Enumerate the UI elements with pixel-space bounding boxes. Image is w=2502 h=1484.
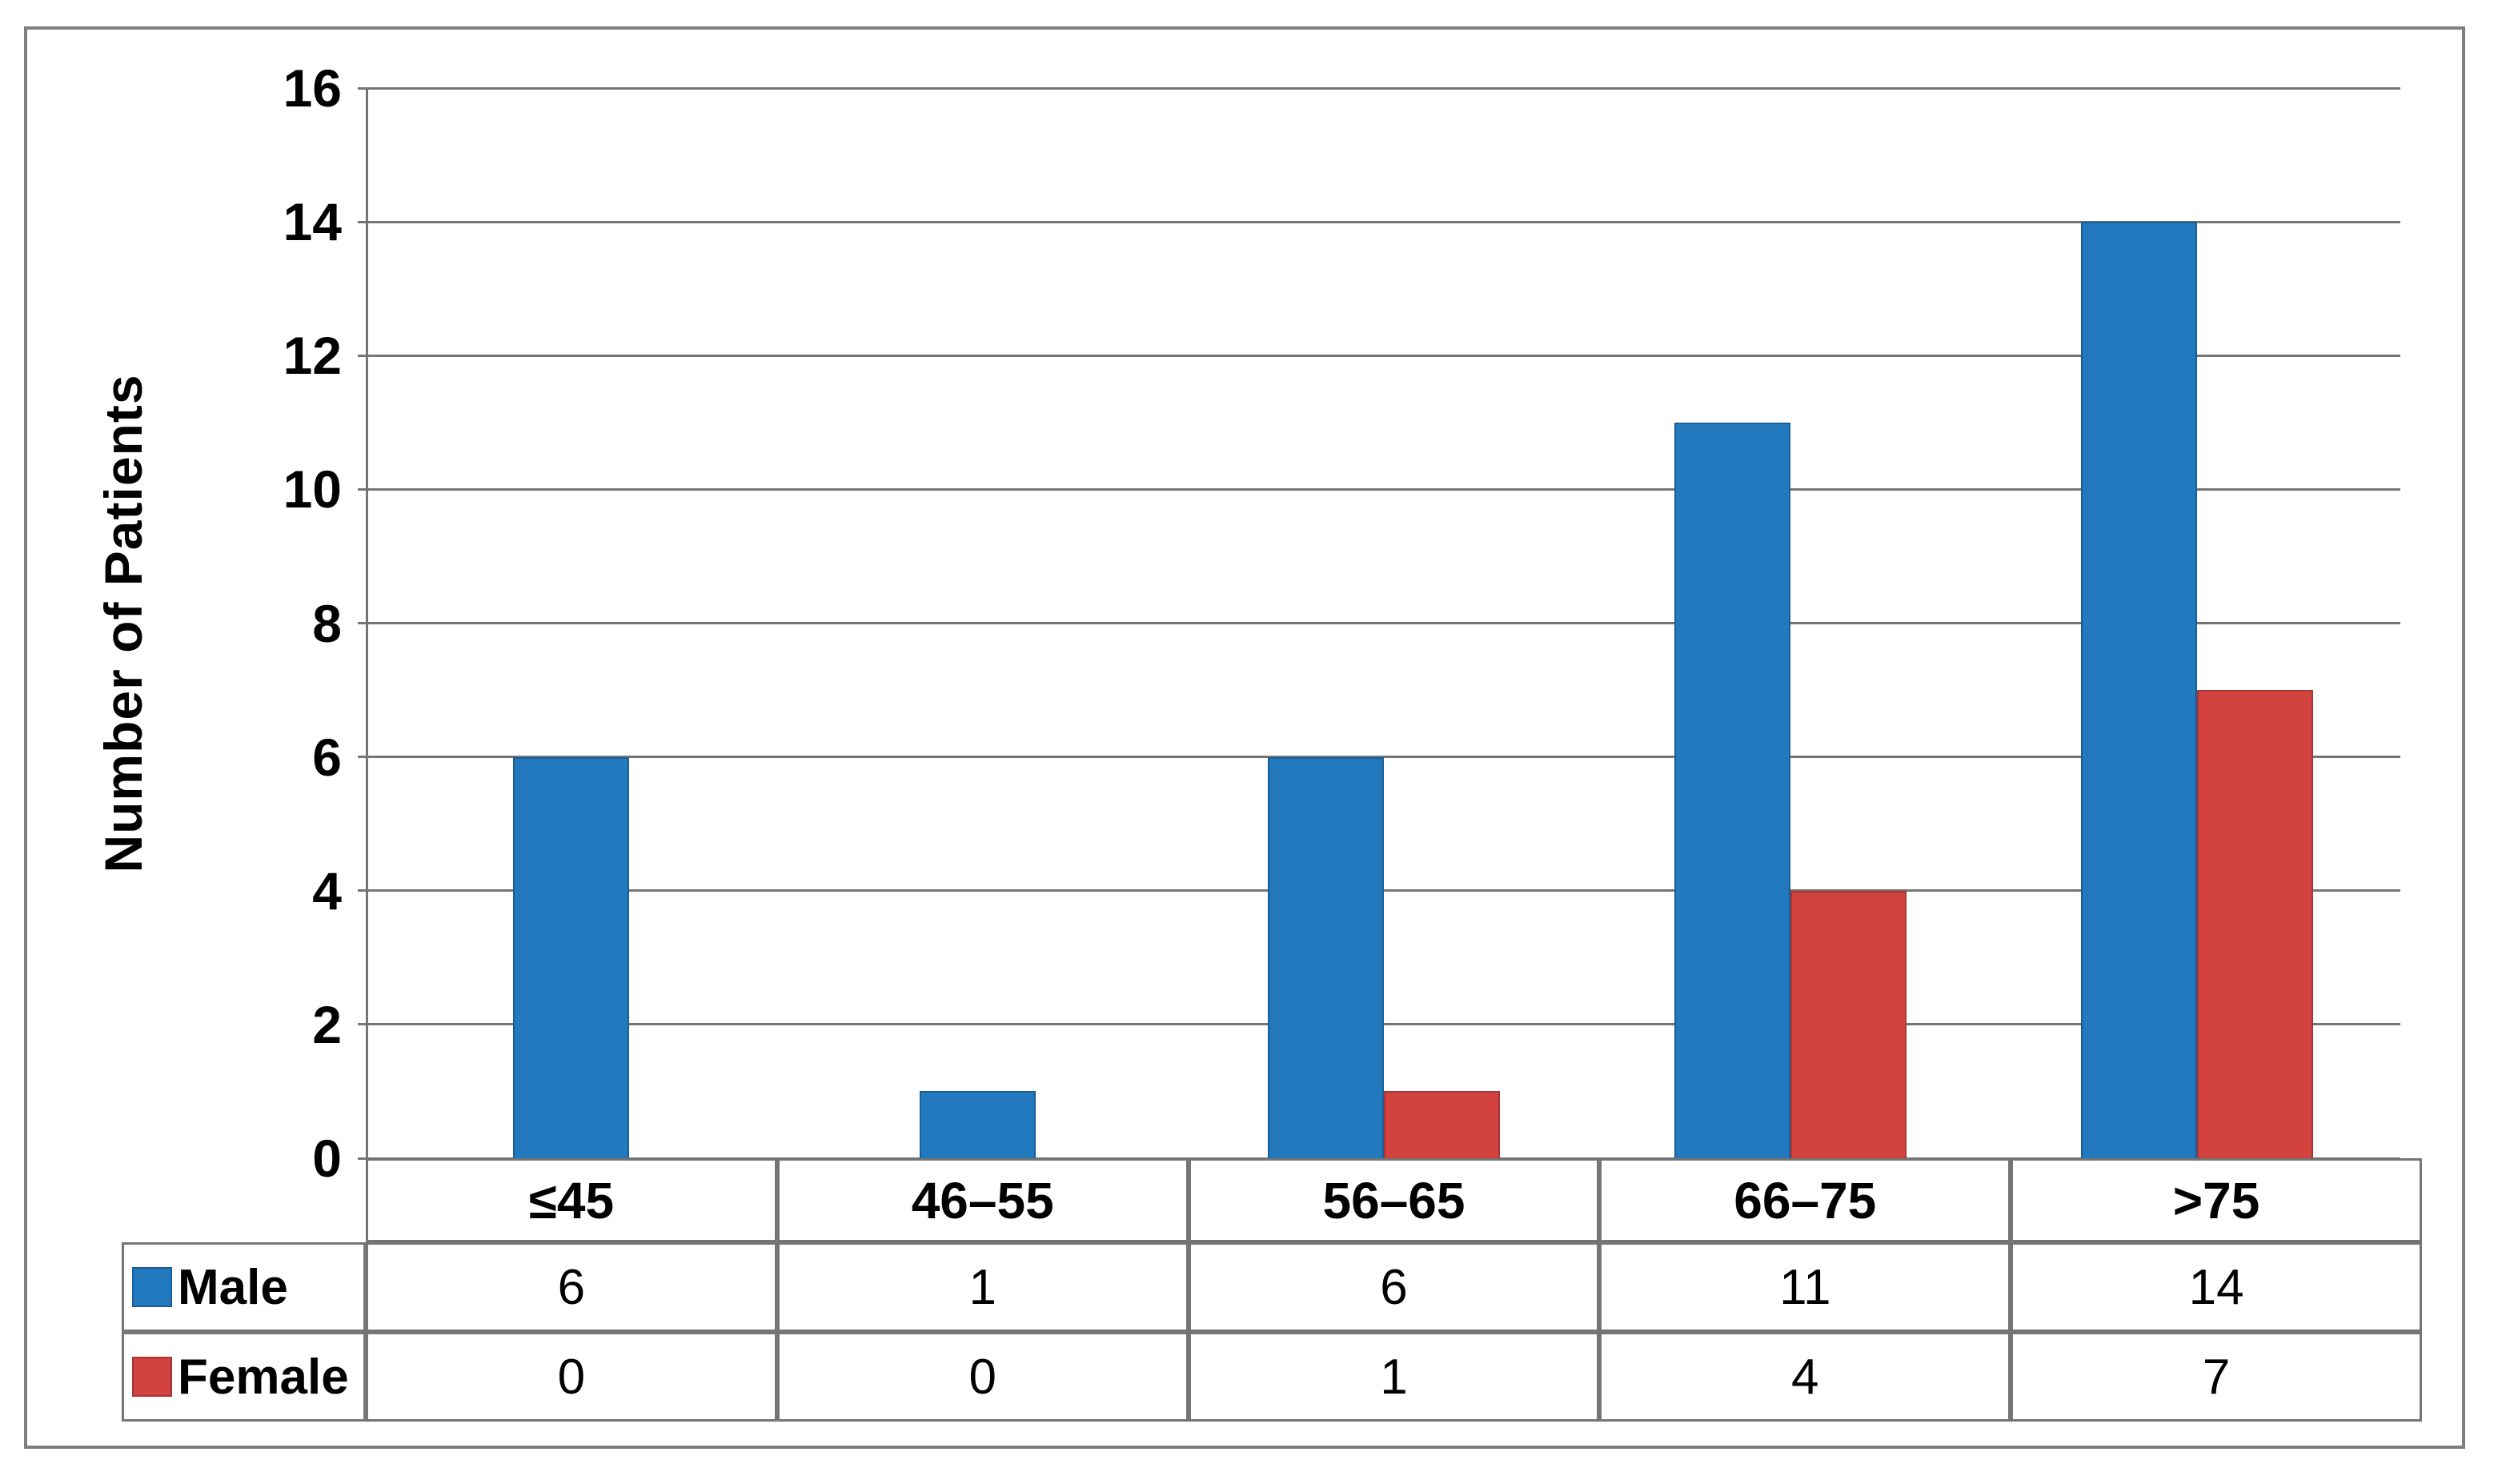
value-cell-female-0: 0 bbox=[366, 1332, 777, 1422]
legend-label-female: Female bbox=[178, 1349, 349, 1405]
plot-area bbox=[358, 86, 2400, 1160]
bar-groups-layer bbox=[368, 88, 2400, 1158]
value-cell-female-1: 0 bbox=[776, 1332, 1189, 1422]
bar-male-2 bbox=[1268, 756, 1385, 1158]
gridline-y-10 bbox=[358, 487, 2400, 491]
bar-male-1 bbox=[920, 1091, 1036, 1158]
gridline-y-8 bbox=[358, 622, 2400, 624]
bar-group-1 bbox=[775, 88, 1181, 1158]
value-cell-female-3: 4 bbox=[1599, 1332, 2011, 1422]
bar-male-4 bbox=[2081, 222, 2198, 1158]
category-header-cell-4: >75 bbox=[2011, 1158, 2422, 1242]
legend-cell-male: Male bbox=[122, 1242, 366, 1332]
value-cell-male-1: 1 bbox=[776, 1242, 1189, 1332]
bar-group-2 bbox=[1181, 88, 1588, 1158]
y-tick-label-14: 14 bbox=[283, 192, 342, 252]
bar-group-3 bbox=[1587, 88, 1994, 1158]
category-header-cell-0: ≤45 bbox=[366, 1158, 777, 1242]
bar-male-3 bbox=[1674, 422, 1791, 1158]
legend-label-male: Male bbox=[178, 1259, 288, 1315]
legend-swatch-female bbox=[132, 1357, 172, 1397]
y-tick-label-16: 16 bbox=[283, 58, 342, 118]
value-cell-male-2: 6 bbox=[1188, 1242, 1600, 1332]
value-cell-male-4: 14 bbox=[2011, 1242, 2422, 1332]
legend-swatch-male bbox=[132, 1267, 172, 1307]
bar-female-4 bbox=[2197, 690, 2314, 1158]
y-tick-label-2: 2 bbox=[312, 994, 342, 1054]
value-cell-male-3: 11 bbox=[1599, 1242, 2011, 1332]
gridline-y-14 bbox=[358, 220, 2400, 223]
value-cell-male-0: 6 bbox=[366, 1242, 777, 1332]
bar-group-4 bbox=[1994, 88, 2400, 1158]
bar-male-0 bbox=[513, 756, 630, 1158]
category-header-cell-3: 66–75 bbox=[1599, 1158, 2011, 1242]
gridline-y-16 bbox=[358, 86, 2400, 90]
y-axis-tick-labels: 0 2 4 6 8 10 12 14 16 bbox=[27, 58, 363, 1188]
y-tick-label-0: 0 bbox=[312, 1129, 342, 1188]
figure-frame: Number of Patients 0 2 4 6 8 10 12 14 16 ≤45 46–5… bbox=[24, 26, 2465, 1449]
value-cell-female-4: 7 bbox=[2011, 1332, 2422, 1422]
y-tick-label-10: 10 bbox=[283, 459, 342, 519]
y-tick-label-8: 8 bbox=[312, 593, 342, 653]
y-tick-label-12: 12 bbox=[283, 326, 342, 386]
data-table: ≤45 46–55 56–65 66–75 >75 Male 6 1 6 11 14 Female 0 0… bbox=[122, 1158, 2422, 1422]
y-tick-label-4: 4 bbox=[312, 860, 342, 920]
bar-female-2 bbox=[1384, 1091, 1501, 1158]
legend-cell-female: Female bbox=[122, 1332, 366, 1422]
category-header-cell-2: 56–65 bbox=[1188, 1158, 1600, 1242]
y-tick-label-6: 6 bbox=[312, 727, 342, 787]
value-cell-female-2: 1 bbox=[1188, 1332, 1600, 1422]
table-corner-blank bbox=[122, 1158, 366, 1242]
bar-group-0 bbox=[368, 88, 775, 1158]
bar-female-3 bbox=[1790, 890, 1907, 1158]
gridline-y-12 bbox=[358, 354, 2400, 357]
category-header-cell-1: 46–55 bbox=[776, 1158, 1189, 1242]
